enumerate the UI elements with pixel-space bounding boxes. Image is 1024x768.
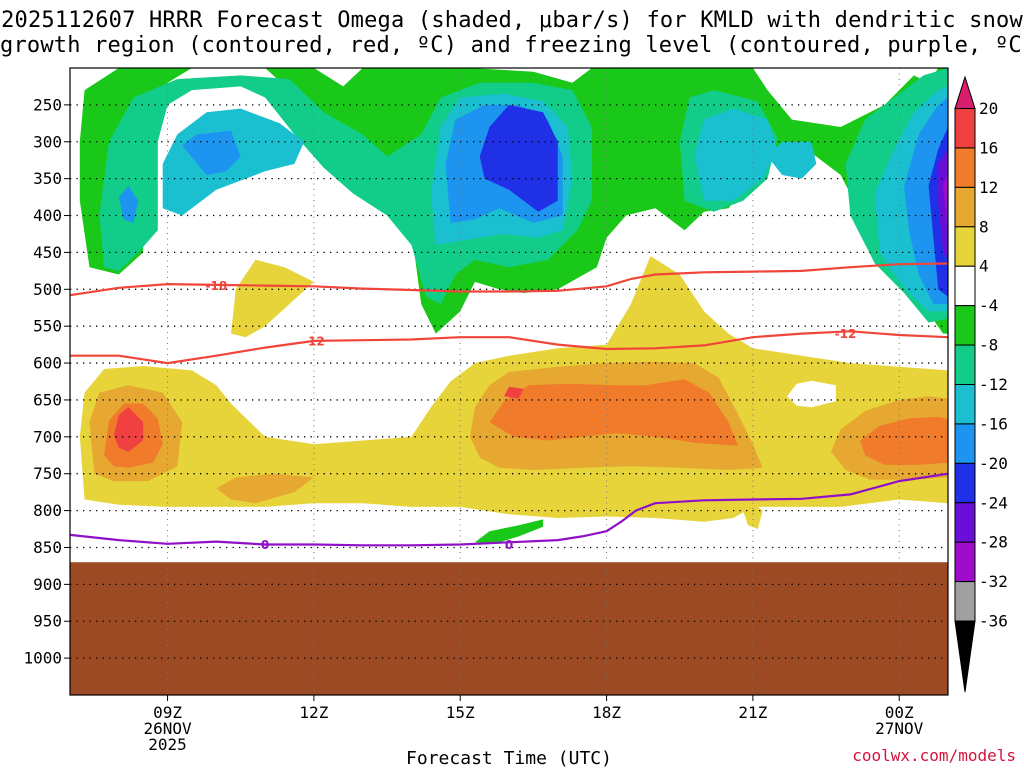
- omega-region-pos-orange-c: [860, 416, 948, 465]
- colorbar-label: -32: [979, 572, 1008, 591]
- omega-region-neg-violet: [943, 171, 948, 231]
- omega-region-pos-white-hole-a: [128, 346, 475, 433]
- x-tick-label: 21Z: [738, 703, 767, 722]
- colorbar-label: -24: [979, 493, 1008, 512]
- y-tick-label: 900: [33, 575, 62, 594]
- omega-region-pos-yellow-a: [231, 259, 314, 338]
- colorbar-segment: [954, 305, 976, 346]
- chart-title-line2: growth region (contoured, red, ºC) and f…: [0, 33, 1024, 58]
- omega-region-neg-cyan-c: [694, 108, 778, 201]
- x-tick-label: 26NOV: [143, 719, 192, 738]
- contour-label: 0: [261, 538, 269, 552]
- x-tick-label: 15Z: [446, 703, 475, 722]
- contour-label: -12: [303, 334, 325, 348]
- colorbar-segment: [954, 541, 976, 583]
- colorbar-label: 8: [979, 217, 989, 236]
- omega-region-neg-navy-a: [479, 104, 558, 212]
- colorbar-label: -36: [979, 612, 1008, 631]
- colorbar-segment: [954, 581, 976, 622]
- colorbar-segment: [954, 502, 976, 543]
- contour-label: -12: [835, 327, 857, 341]
- y-tick-label: 500: [33, 280, 62, 299]
- omega-region-pos-red-a: [113, 407, 144, 452]
- chart-title-line1: 2025112607 HRRR Forecast Omega (shaded, …: [1, 8, 1023, 33]
- y-tick-label: 650: [33, 390, 62, 409]
- y-tick-label: 750: [33, 464, 62, 483]
- x-tick-label: 27NOV: [875, 719, 924, 738]
- colorbar-segment: [954, 226, 976, 267]
- omega-region-neg-purple: [938, 149, 948, 260]
- ground-fill: [70, 562, 948, 695]
- y-tick-label: 550: [33, 317, 62, 336]
- colorbar-segment: [954, 265, 976, 307]
- colorbar-label: 20: [979, 99, 998, 118]
- y-tick-label: 850: [33, 538, 62, 557]
- omega-region-pos-yellow-b: [743, 503, 763, 529]
- y-tick-label: 400: [33, 206, 62, 225]
- omega-region-pos-gold-b: [216, 473, 314, 504]
- y-tick-label: 350: [33, 169, 62, 188]
- omega-region-neg-blue-c: [118, 186, 139, 223]
- colorbar-label: -16: [979, 414, 1008, 433]
- colorbar-segment: [954, 462, 976, 504]
- colorbar-segment: [954, 186, 976, 228]
- y-tick-label: 600: [33, 354, 62, 373]
- omega-region-pos-orange-b: [489, 379, 739, 446]
- omega-region-neg-green-small: [474, 519, 544, 544]
- y-tick-label: 700: [33, 427, 62, 446]
- colorbar-label: 16: [979, 138, 998, 157]
- x-tick-label: 09Z: [153, 703, 182, 722]
- y-tick-label: 300: [33, 132, 62, 151]
- y-tick-label: 950: [33, 612, 62, 631]
- colorbar-bottom-cap: [954, 620, 976, 693]
- colorbar-segment: [954, 384, 976, 425]
- site-credit: coolwx.com/models: [852, 746, 1016, 765]
- contour-label: -18: [205, 279, 227, 293]
- plot-frame: [69, 67, 949, 696]
- x-axis-label: Forecast Time (UTC): [406, 748, 612, 768]
- colorbar-label: -20: [979, 454, 1008, 473]
- x-tick-label: 00Z: [885, 703, 914, 722]
- x-tick-label: 12Z: [299, 703, 328, 722]
- contour-freezing-level-0C: [70, 472, 948, 547]
- y-tick-label: 800: [33, 501, 62, 520]
- colorbar-label: -4: [979, 296, 998, 315]
- x-tick-label: 2025: [148, 735, 187, 754]
- omega-region-pos-white-hole-b: [787, 380, 836, 408]
- omega-region-pos-red-b: [504, 386, 524, 399]
- y-tick-label: 1000: [23, 649, 62, 668]
- colorbar-top-cap: [954, 75, 976, 110]
- colorbar-label: -12: [979, 375, 1008, 394]
- colorbar-label: -8: [979, 336, 998, 355]
- y-tick-label: 250: [33, 95, 62, 114]
- colorbar-label: 12: [979, 178, 998, 197]
- contour--12-dendritic: [70, 330, 948, 365]
- contour-label: 0: [505, 538, 513, 552]
- x-tick-label: 18Z: [592, 703, 621, 722]
- colorbar-segment: [954, 108, 976, 149]
- colorbar-label: 4: [979, 257, 989, 276]
- contour--18-dendritic: [70, 262, 948, 297]
- colorbar-segment: [954, 423, 976, 464]
- omega-region-neg-cyan-e: [767, 141, 817, 179]
- colorbar-segment: [954, 344, 976, 386]
- colorbar-segment: [954, 147, 976, 188]
- y-tick-label: 450: [33, 243, 62, 262]
- colorbar-label: -28: [979, 533, 1008, 552]
